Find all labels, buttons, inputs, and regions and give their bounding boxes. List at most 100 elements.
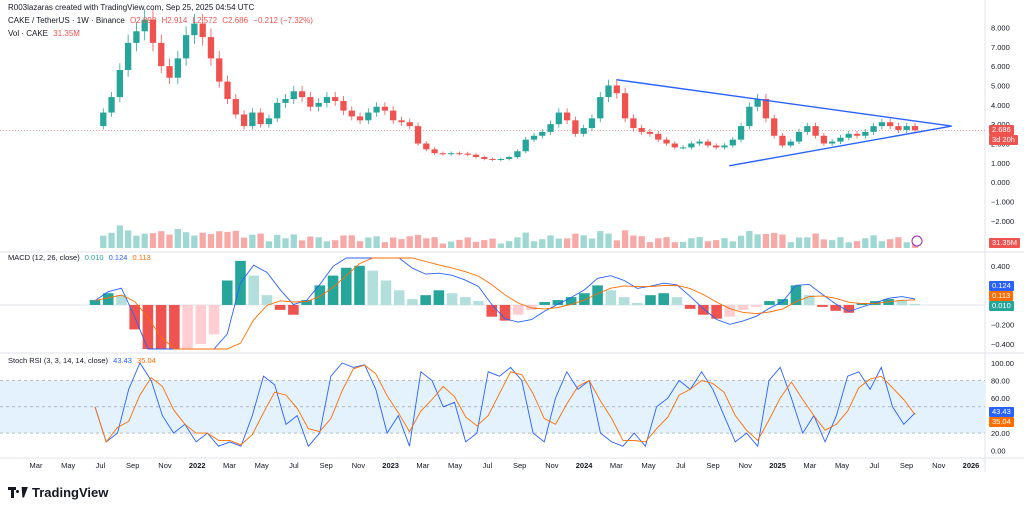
volume-bar [514, 237, 521, 248]
volume-bar [804, 237, 811, 248]
candle-body [141, 19, 148, 32]
candle-body [514, 151, 521, 158]
candle-body [472, 154, 480, 158]
candle-body [158, 42, 165, 67]
volume-bar [621, 230, 629, 248]
volume-bar [779, 234, 786, 248]
volume-bar [588, 238, 596, 248]
volume-bar [762, 234, 770, 248]
candle-body [771, 118, 778, 136]
macd-hist-bar [830, 304, 841, 311]
macd-badge: 0.124 [989, 281, 1014, 291]
candle-body [804, 126, 811, 132]
volume-bar [795, 237, 803, 248]
ohlc-high: H2.914 [161, 16, 188, 25]
volume-value: 31.35M [53, 29, 80, 38]
candle-body [853, 133, 861, 136]
volume-bar [199, 232, 206, 248]
volume-bar [414, 234, 422, 248]
price-tick-label: 8.000 [991, 23, 1010, 32]
volume-bar [240, 237, 248, 248]
volume-bar [216, 231, 223, 248]
volume-bar [539, 239, 546, 248]
candle-body [249, 112, 256, 127]
volume-bar [729, 241, 736, 248]
macd-hist-bar [460, 297, 471, 305]
volume-bar [771, 232, 778, 248]
volume-bar [108, 232, 115, 248]
volume-bar [356, 241, 364, 248]
volume-bar [746, 231, 753, 248]
candle-body [199, 23, 206, 38]
volume-bar [679, 242, 687, 248]
volume-bar [696, 237, 703, 248]
volume-bar [365, 237, 372, 248]
volume-bar [572, 233, 579, 248]
candle-body [870, 126, 877, 132]
macd-name: MACD (12, 26, close) [8, 253, 80, 262]
candle-body [754, 99, 761, 107]
macd-legend: MACD (12, 26, close) 0.010 0.124 0.113 [8, 253, 154, 262]
triangle-upper-line [616, 78, 952, 127]
time-tick-label: Mar [803, 461, 816, 470]
macd-hist-bar [605, 290, 617, 305]
candle-body [124, 42, 132, 70]
price-tick-label: 3.000 [991, 120, 1010, 129]
time-tick-label: Sep [319, 461, 332, 470]
volume-bar [207, 234, 215, 248]
price-tick-label: −1.000 [991, 198, 1014, 207]
candle-body [862, 131, 869, 136]
stoch-tick-label: 100.00 [991, 359, 1014, 368]
volume-bar [862, 238, 869, 248]
volume-bar [307, 236, 314, 248]
signal-line [94, 257, 916, 350]
macd-hist-bar [182, 304, 193, 350]
macd-hist-bar [102, 293, 114, 305]
macd-hist-bar [631, 303, 643, 305]
time-tick-label: Jul [289, 461, 299, 470]
volume-bar [837, 237, 844, 248]
candle-body [116, 69, 123, 98]
macd-hist-bar [909, 303, 921, 305]
macd-hist-bar [169, 304, 180, 350]
macd-hist-bar [645, 295, 656, 305]
volume-bar [870, 235, 877, 248]
macd-tick-label: 0.400 [991, 262, 1010, 271]
candle-body [563, 112, 571, 121]
time-tick-label: Jul [483, 461, 493, 470]
candle-body [713, 145, 720, 148]
macd-hist-bar [658, 293, 669, 305]
volume-bar [522, 232, 529, 248]
candle-body [290, 91, 297, 100]
volume-bar [663, 237, 670, 248]
volume-bar [630, 235, 637, 248]
macd-hist-bar [208, 304, 220, 335]
macd-hist-bar [248, 275, 259, 305]
macd-hist-bar [367, 270, 379, 305]
candle-body [746, 106, 753, 127]
candle-body [663, 139, 670, 144]
volume-bar [903, 242, 910, 248]
macd-hist-bar [314, 285, 326, 305]
volume-badge: 31.35M [989, 238, 1021, 248]
candle-body [547, 124, 554, 132]
macd-hist-bar [552, 300, 564, 305]
volume-bar [390, 237, 397, 248]
candle-body [356, 116, 364, 121]
candle-body [522, 139, 529, 152]
candle-body [762, 99, 770, 119]
candle-body [323, 97, 331, 103]
candle-body [398, 120, 405, 123]
candle-body [887, 122, 894, 127]
volume-bar [332, 240, 339, 248]
volume-bar [224, 231, 231, 248]
macd-hist-bar [499, 304, 511, 321]
macd-hist-bar [698, 304, 709, 315]
price-tick-label: −2.000 [991, 217, 1014, 226]
candle-body [182, 35, 190, 59]
volume-label: Vol · CAKE [8, 29, 49, 38]
candle-body [365, 112, 372, 121]
candle-body [414, 126, 422, 144]
tradingview-brand[interactable]: TradingView [8, 485, 108, 500]
